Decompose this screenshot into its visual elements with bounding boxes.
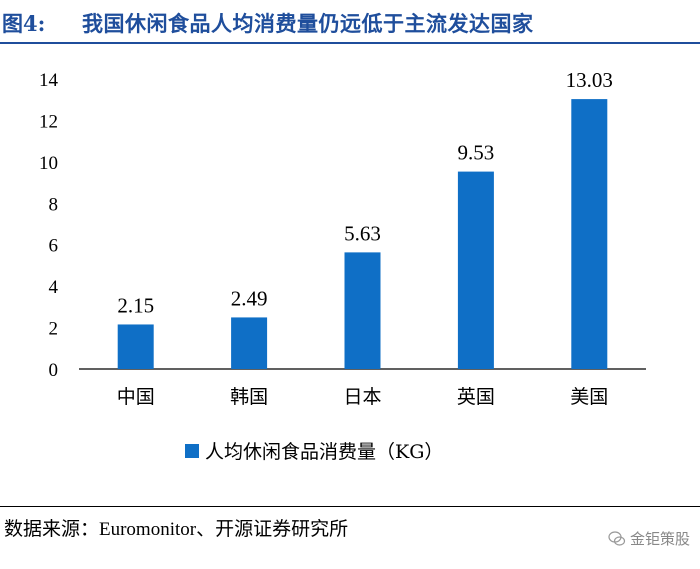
data-label: 2.15 [117, 293, 154, 317]
bar [117, 324, 154, 369]
y-tick-label: 8 [49, 194, 59, 215]
y-tick-label: 0 [49, 360, 59, 381]
header-divider [0, 42, 700, 44]
x-tick-label: 韩国 [230, 386, 268, 408]
y-tick-label: 12 [39, 111, 58, 132]
y-tick-label: 14 [39, 70, 59, 91]
x-tick-label: 中国 [117, 386, 155, 408]
x-tick-label: 英国 [457, 386, 495, 408]
y-tick-label: 2 [49, 319, 59, 340]
footer-divider [0, 506, 700, 507]
header: 图4: 我国休闲食品人均消费量仍远低于主流发达国家 [0, 0, 700, 46]
data-label: 9.53 [458, 141, 495, 165]
x-tick-label: 日本 [343, 386, 381, 408]
chart-title: 我国休闲食品人均消费量仍远低于主流发达国家 [82, 11, 534, 36]
wechat-icon [608, 530, 626, 546]
legend-swatch [185, 444, 199, 458]
data-label: 13.03 [566, 68, 613, 92]
bar [571, 99, 608, 369]
bar [231, 317, 268, 369]
y-tick-label: 4 [49, 277, 59, 298]
bar [344, 252, 381, 369]
data-label: 5.63 [344, 221, 381, 245]
legend-label: 人均休闲食品消费量（KG） [205, 441, 443, 463]
figure-label: 图4: [2, 11, 46, 36]
data-label: 2.49 [231, 286, 268, 310]
watermark: 金钜策股 [608, 528, 690, 549]
y-tick-label: 10 [39, 153, 58, 174]
bar-chart: 0 2 4 6 8 10 12 14 2.15 中国 2.49 韩国 5.63 日本 9.53 英国 13.03… [39, 68, 646, 463]
watermark-text: 金钜策股 [629, 530, 690, 548]
source-note: 数据来源：Euromonitor、开源证券研究所 [4, 519, 349, 540]
bar [457, 171, 494, 369]
y-tick-label: 6 [49, 236, 59, 257]
x-tick-label: 美国 [570, 386, 608, 408]
